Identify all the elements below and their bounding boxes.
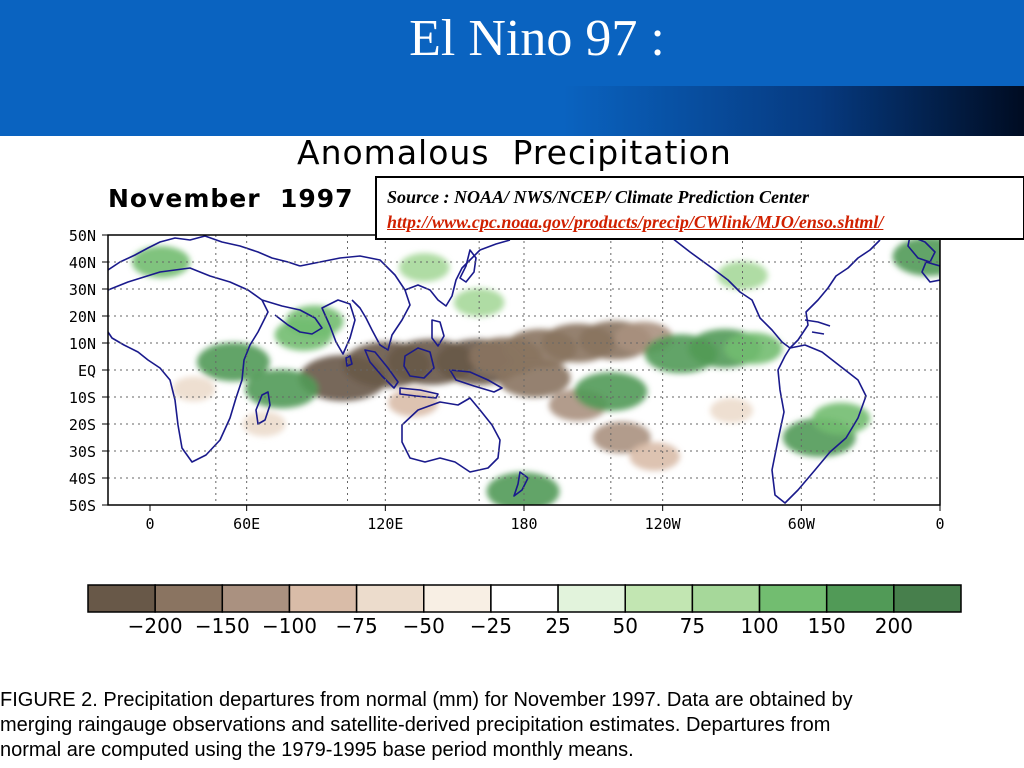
y-tick-label: 40S: [69, 470, 96, 488]
europe-coastline: [108, 235, 301, 271]
dry-anomaly: [172, 376, 216, 402]
legend-swatch: [893, 584, 962, 613]
philippines-coastline: [431, 319, 445, 347]
y-tick-label: 10S: [69, 389, 96, 407]
legend-swatch: [825, 584, 895, 613]
legend-swatch: [490, 584, 559, 613]
source-link[interactable]: http://www.cpc.noaa.gov/products/precip/…: [387, 212, 884, 232]
x-tick-label: 120E: [367, 515, 403, 533]
slide-title: El Nino 97 :: [409, 10, 665, 67]
sumatra-coastline: [364, 349, 399, 389]
x-tick-label: 60W: [788, 515, 816, 533]
java-coastline: [399, 387, 439, 399]
dry-anomaly: [497, 358, 571, 398]
north-america-coastline: [671, 237, 881, 349]
wet-anomaly: [196, 342, 270, 382]
dry-anomaly: [710, 398, 754, 423]
legend-label: 50: [612, 614, 638, 638]
borneo-coastline: [403, 347, 435, 379]
y-tick-label: 20N: [69, 308, 96, 326]
wet-anomaly: [724, 332, 783, 365]
y-tick-label: 20S: [69, 416, 96, 434]
legend-swatch: [624, 584, 694, 613]
source-box: Source : NOAA/ NWS/NCEP/ Climate Predict…: [375, 176, 1024, 240]
y-tick-label: 10N: [69, 335, 96, 353]
y-tick-label: 30S: [69, 443, 96, 461]
x-tick-label: 180: [510, 515, 537, 533]
caption-line-1: FIGURE 2. Precipitation departures from …: [0, 689, 853, 711]
legend-swatch: [758, 584, 828, 613]
caption-line-3: normal are computed using the 1979-1995 …: [0, 739, 634, 761]
chart-title: Anomalous Precipitation: [297, 133, 732, 172]
caption-line-2: merging raingauge observations and satel…: [0, 714, 831, 736]
new-guinea-coastline: [449, 369, 503, 393]
x-tick-label: 0: [935, 515, 944, 533]
arabia-coastline: [261, 299, 323, 335]
wet-anomaly: [285, 305, 344, 338]
x-tick-label: 120W: [645, 515, 682, 533]
india-coastline: [321, 299, 356, 355]
sri-lanka-coastline: [345, 355, 353, 367]
iberia-coastline: [921, 261, 940, 283]
dry-anomaly: [592, 421, 651, 454]
x-tick-label: 60E: [233, 515, 260, 533]
legend-swatch: [423, 584, 492, 613]
wet-anomaly: [812, 402, 871, 435]
legend-swatch: [288, 584, 358, 613]
japan-coastline: [459, 249, 477, 283]
y-tick-label: 30N: [69, 281, 96, 299]
legend-swatch: [221, 584, 291, 613]
australia-coastline: [401, 397, 501, 473]
madagascar-coastline: [255, 391, 271, 425]
new-zealand-coastline: [513, 471, 529, 497]
legend-label: −50: [402, 614, 445, 638]
dry-anomaly: [629, 442, 680, 471]
legend-label: 25: [545, 614, 571, 638]
y-tick-label: 50S: [69, 497, 96, 515]
y-tick-label: 40N: [69, 254, 96, 272]
chart-subtitle: November 1997: [108, 184, 354, 213]
source-text: Source : NOAA/ NWS/NCEP/ Climate Predict…: [387, 187, 810, 207]
dry-anomaly: [388, 388, 439, 417]
legend-swatch: [154, 584, 224, 613]
x-tick-label: 0: [145, 515, 154, 533]
legend-swatch: [355, 584, 425, 613]
south-america-coastline: [771, 344, 867, 504]
caribbean-coastline: [804, 319, 831, 335]
legend-label: −25: [469, 614, 513, 638]
title-banner-top: [0, 0, 1024, 86]
legend-label: 200: [874, 614, 913, 638]
legend-label: −150: [194, 614, 250, 638]
y-tick-label: 50N: [69, 227, 96, 245]
wet-anomaly: [245, 369, 319, 409]
legend-swatch: [557, 584, 626, 613]
figure-caption: FIGURE 2. Precipitation departures from …: [0, 688, 1024, 763]
africa-coastline: [108, 267, 269, 463]
legend-swatch: [691, 584, 761, 613]
legend-label: 100: [740, 614, 779, 638]
legend-label: −200: [127, 614, 183, 638]
y-tick-label: EQ: [78, 362, 96, 380]
legend-label: −75: [335, 614, 378, 638]
wet-anomaly: [892, 237, 940, 277]
legend-label: −100: [261, 614, 317, 638]
wet-anomaly: [399, 253, 450, 282]
legend-labels: −200 −150 −100 −75 −50 −25 25 50 75 100 150 200: [86, 614, 966, 640]
legend-swatch: [87, 584, 156, 613]
legend-label: 150: [807, 614, 846, 638]
legend-label: 75: [679, 614, 706, 638]
